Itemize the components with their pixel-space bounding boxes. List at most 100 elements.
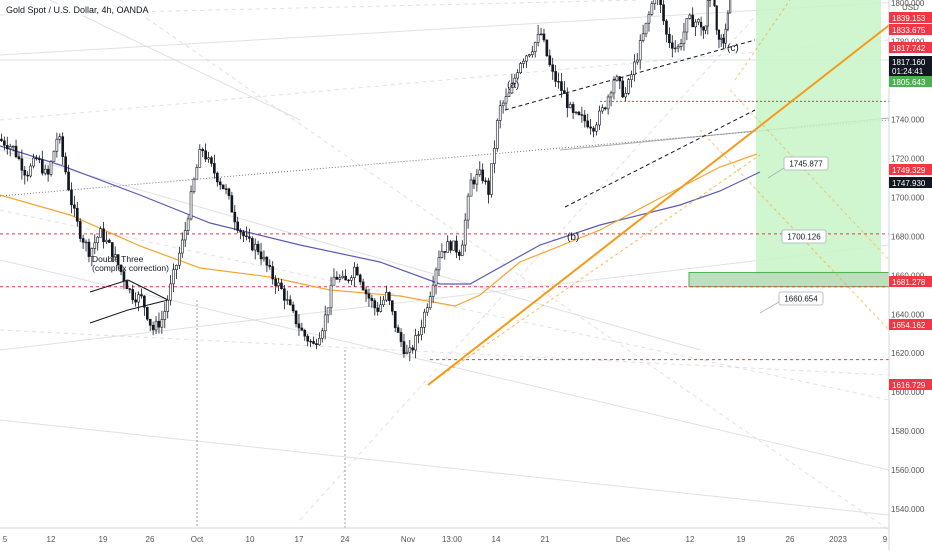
time-tick-label: 5 xyxy=(3,535,8,544)
candle-body xyxy=(21,159,23,171)
candle-body xyxy=(453,241,455,250)
candle-body xyxy=(205,151,207,159)
candle-body xyxy=(377,308,379,312)
candle-body xyxy=(616,77,618,80)
candle-body xyxy=(85,242,87,243)
candle-body xyxy=(243,232,245,236)
wave-annotation: (c) xyxy=(727,43,739,54)
time-tick-label: 24 xyxy=(341,535,350,544)
candle-body xyxy=(607,97,609,109)
candle-body xyxy=(368,294,370,298)
candle-body xyxy=(725,29,727,43)
candle-body xyxy=(502,103,504,106)
time-tick-label: 12 xyxy=(47,535,56,544)
candle-body xyxy=(432,285,434,296)
candle-body xyxy=(508,93,510,97)
time-tick-label: 2023 xyxy=(829,535,847,544)
candle-body xyxy=(517,73,519,78)
candle-body xyxy=(534,42,536,51)
candle-body xyxy=(698,19,700,22)
candle-body xyxy=(505,97,507,104)
candle-body xyxy=(683,32,685,44)
time-tick-label: 9 xyxy=(883,535,888,544)
candle-body xyxy=(563,91,565,94)
candle-body xyxy=(555,71,557,81)
candle-body xyxy=(639,41,641,60)
candle-body xyxy=(59,137,61,140)
candle-body xyxy=(146,307,148,319)
time-tick-label: 17 xyxy=(295,535,304,544)
time-tick-label: 12 xyxy=(686,535,695,544)
candle-body xyxy=(313,341,315,343)
price-callout: 1700.126 xyxy=(787,233,821,242)
candle-body xyxy=(158,321,160,327)
candle-body xyxy=(598,111,600,125)
candle-body xyxy=(216,173,218,182)
candle-body xyxy=(94,243,96,249)
price-tick-label: 1580.000 xyxy=(891,427,925,436)
price-tick-label: 1620.000 xyxy=(891,349,925,358)
candle-body xyxy=(558,81,560,82)
candle-body xyxy=(686,19,688,33)
candle-body xyxy=(677,46,679,48)
candle-body xyxy=(391,301,393,311)
candle-body xyxy=(225,189,227,190)
candle-body xyxy=(689,15,691,18)
candle-body xyxy=(499,106,501,121)
candle-body xyxy=(193,179,195,192)
candle-body xyxy=(674,48,676,49)
candle-body xyxy=(164,312,166,320)
price-tick-label: 1720.000 xyxy=(891,155,925,164)
candle-body xyxy=(482,170,484,181)
candle-body xyxy=(642,34,644,41)
candle-body xyxy=(438,258,440,270)
candle-body xyxy=(716,6,718,30)
candle-body xyxy=(604,108,606,109)
price-axis-label: 1833.675 xyxy=(892,26,926,35)
candle-body xyxy=(208,158,210,159)
candle-body xyxy=(714,0,716,6)
candle-body xyxy=(388,292,390,300)
candle-body xyxy=(199,149,201,167)
candle-body xyxy=(50,161,52,174)
candle-body xyxy=(187,219,189,231)
candle-body xyxy=(228,189,230,196)
candle-body xyxy=(613,80,615,93)
candle-body xyxy=(298,324,300,328)
candle-body xyxy=(651,4,653,15)
candle-body xyxy=(321,331,323,338)
wave-annotation: (a) xyxy=(507,80,519,91)
candle-body xyxy=(38,159,40,160)
candle-body xyxy=(15,146,17,157)
candle-body xyxy=(295,311,297,324)
candle-body xyxy=(420,327,422,334)
candle-body xyxy=(140,295,142,296)
candle-body xyxy=(105,240,107,242)
time-tick-label: 10 xyxy=(246,535,255,544)
demand-zone xyxy=(689,272,889,286)
candle-body xyxy=(9,147,11,149)
candle-body xyxy=(342,276,344,278)
candle-body xyxy=(464,220,466,245)
candle-body xyxy=(275,279,277,286)
candle-body xyxy=(423,312,425,327)
candle-body xyxy=(359,275,361,282)
candle-body xyxy=(310,341,312,342)
candle-body xyxy=(175,265,177,269)
candle-body xyxy=(671,43,673,49)
candle-body xyxy=(575,112,577,113)
candle-body xyxy=(537,34,539,42)
price-candle xyxy=(520,62,522,74)
candle-body xyxy=(108,240,110,242)
candle-body xyxy=(528,55,530,56)
price-candle xyxy=(727,10,729,31)
candle-body xyxy=(371,298,373,300)
candle-body xyxy=(257,244,259,252)
candle-body xyxy=(254,244,256,250)
candle-body xyxy=(385,292,387,300)
price-tick-label: 1740.000 xyxy=(891,116,925,125)
candle-body xyxy=(479,170,481,175)
candle-body xyxy=(356,267,358,275)
